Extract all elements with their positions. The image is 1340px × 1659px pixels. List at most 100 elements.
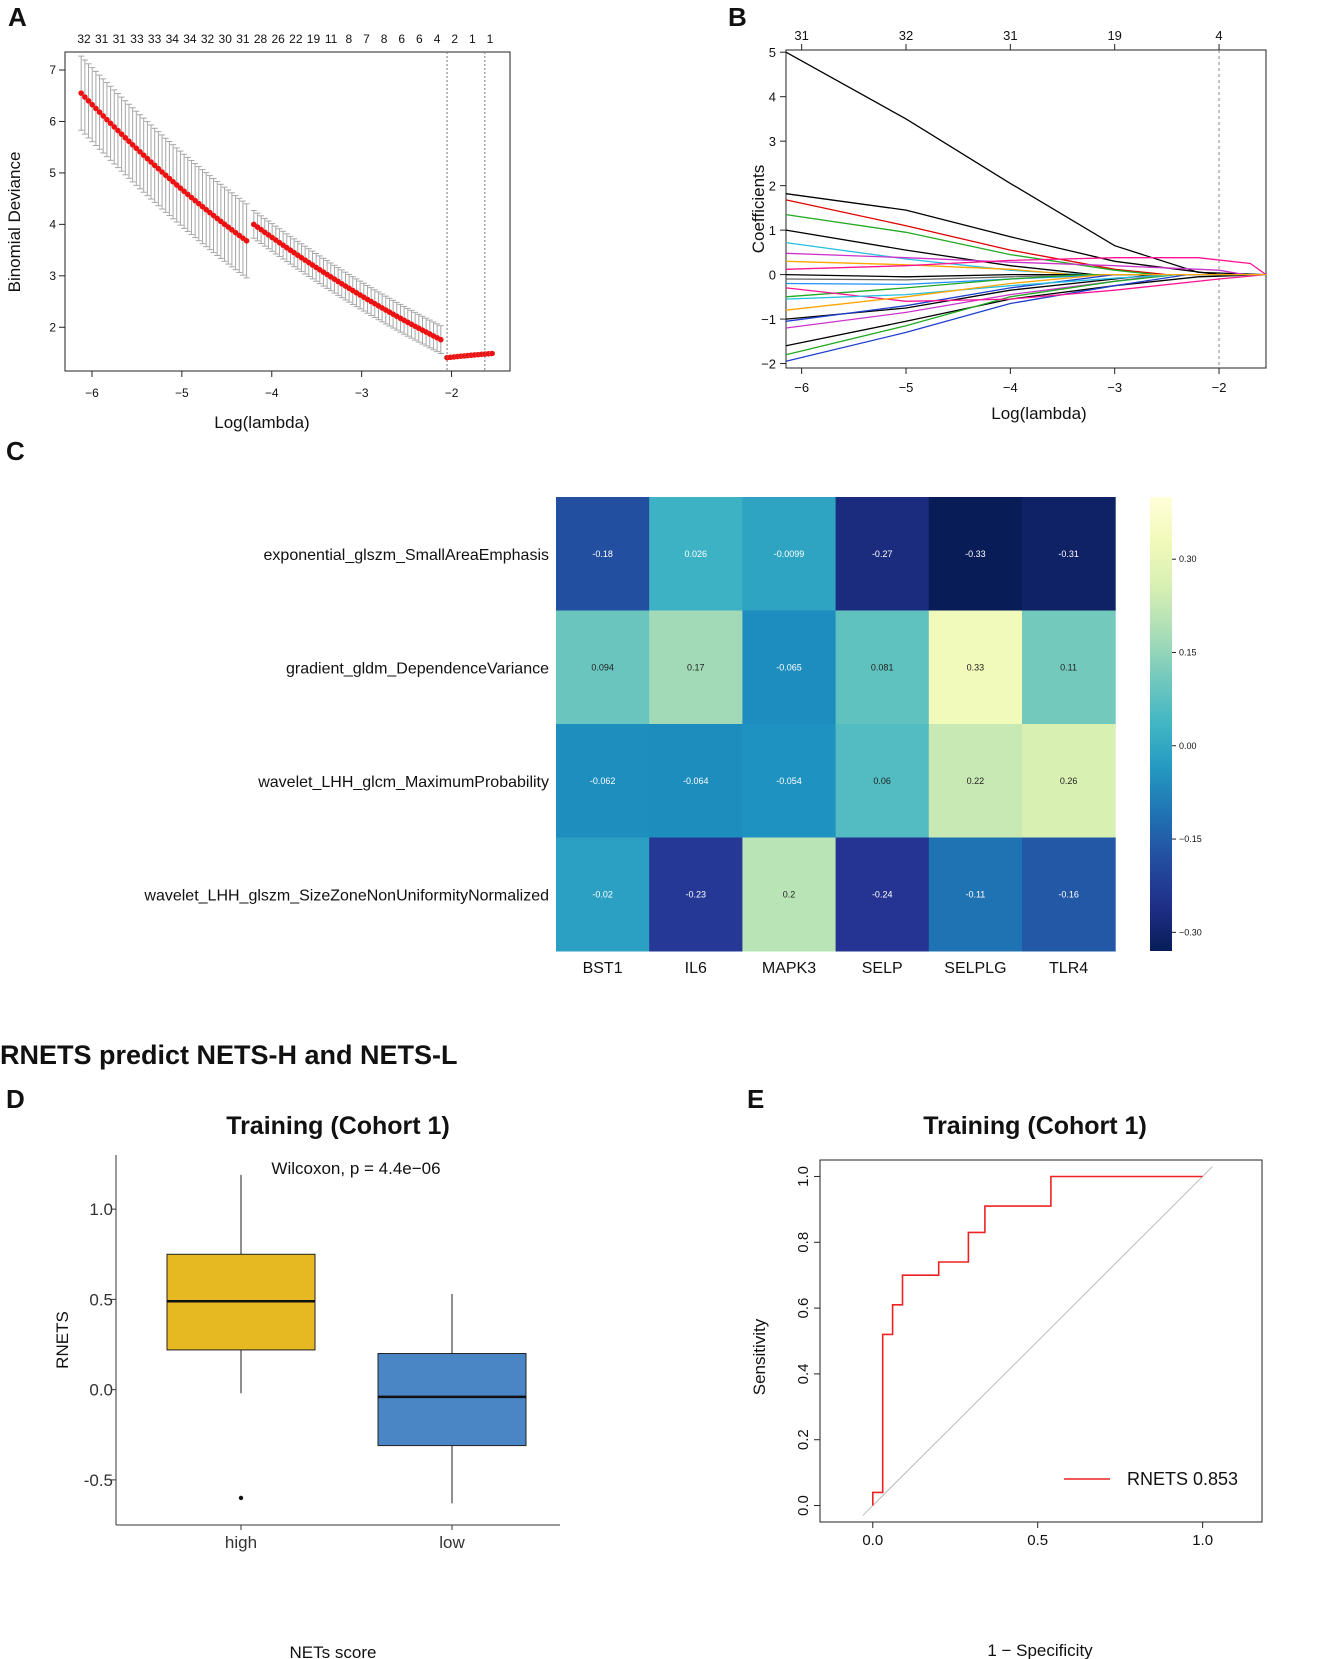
chart-d-layer: -0.5 0.0 0.5 1.0 high low [84, 1155, 560, 1552]
heatmap-cell-label: -0.062 [590, 776, 616, 786]
heatmap-col-label: IL6 [685, 960, 707, 977]
chart-b-coef-line [785, 273, 1266, 362]
chart-a-top-count: 11 [325, 32, 338, 46]
chart-a-point [184, 191, 191, 198]
chart-a-frame [64, 51, 511, 372]
chart-a-top-count: 30 [219, 32, 233, 46]
heatmap-cell-label: 0.2 [783, 889, 796, 899]
heatmap-cell [928, 610, 1023, 725]
heatmap-cell [556, 497, 650, 611]
panel-letter-b: B [728, 2, 747, 32]
chart-a-top-count: 32 [201, 32, 215, 46]
chart-e-xtick-label: 1.0 [1192, 1532, 1213, 1549]
chart-e-ytick-label: 0.6 [795, 1298, 812, 1319]
chart-d-xtick-label: high [225, 1533, 257, 1552]
chart-b-ytick-label: −1 [761, 312, 776, 327]
chart-a-point [170, 178, 176, 185]
chart-a-point [104, 116, 110, 123]
heatmap-cell [556, 724, 650, 838]
heatmap-cell-label: -0.27 [872, 549, 893, 559]
heatmap-col-label: SELP [862, 960, 903, 977]
chart-a-point [107, 120, 114, 127]
chart-a-point [437, 336, 444, 343]
heatmap-cell [1022, 837, 1116, 952]
chart-a-point [159, 169, 165, 175]
heatmap-cell-label: -0.33 [965, 549, 986, 559]
chart-a-point [192, 197, 198, 204]
heatmap-cell-label: 0.33 [967, 662, 985, 672]
chart-a-point [151, 162, 158, 169]
heatmap-cell-label: 0.026 [685, 549, 708, 559]
chart-a-top-count: 26 [271, 32, 285, 46]
chart-e-xlabel: 1 − Specificity [987, 1641, 1093, 1659]
chart-a-xtick-label: −4 [265, 386, 279, 400]
chart-a-point [155, 165, 162, 172]
chart-b-ylabel: Coefficients [749, 165, 768, 254]
roc-curve [872, 1175, 1203, 1506]
chart-a-point [173, 182, 180, 188]
chart-a-point [166, 175, 173, 182]
chart-a-point [144, 155, 151, 162]
section-title: RNETS predict NETS-H and NETS-L [0, 1040, 458, 1070]
colorbar-tick-label: 0.15 [1179, 647, 1197, 657]
chart-e-frame [819, 1159, 1263, 1523]
heatmap-cell [742, 610, 837, 725]
chart-a-ytick-label: 6 [49, 114, 56, 128]
heatmap-cell-label: 0.094 [591, 662, 614, 672]
chart-e-ylabel: Sensitivity [750, 1318, 769, 1395]
chart-a-top-count: 31 [113, 32, 127, 46]
chart-a-point [93, 105, 99, 112]
chart-a-point [89, 101, 96, 108]
heatmap-row-label: wavelet_LHH_glcm_MaximumProbability [257, 774, 549, 791]
chart-e-ytick-label: 0.0 [795, 1495, 812, 1516]
heatmap-cell-label: -0.02 [592, 889, 613, 899]
chart-b-frame [785, 49, 1267, 369]
heatmap-cell-label: -0.0099 [774, 549, 805, 559]
heatmap-cell-label: 0.26 [1060, 776, 1078, 786]
chart-b-xtick-label: −5 [899, 380, 914, 395]
chart-a-top-count: 34 [166, 32, 180, 46]
chart-e-xtick-label: 0.5 [1027, 1532, 1048, 1549]
chart-a-point [78, 90, 84, 96]
chart-e-ytick-label: 0.2 [795, 1429, 812, 1450]
chart-a-top-count: 7 [363, 32, 370, 46]
heatmap-col-label: MAPK3 [762, 960, 816, 977]
heatmap-cell-label: -0.054 [776, 776, 802, 786]
chart-b-ytick-label: 3 [769, 134, 776, 149]
heatmap-cell [835, 724, 930, 838]
chart-a-ytick-label: 2 [49, 320, 56, 334]
chart-b-coef-line [785, 273, 1267, 347]
chart-a-point [96, 109, 103, 115]
chart-e-title: Training (Cohort 1) [923, 1112, 1147, 1140]
chart-a-top-count: 6 [398, 32, 405, 46]
chart-a-point [140, 152, 147, 158]
heatmap-cell [649, 497, 743, 611]
heatmap-cell [742, 497, 837, 611]
chart-a-point [489, 350, 495, 357]
chart-a-top-count: 28 [254, 32, 268, 46]
chart-a-top-count: 33 [148, 32, 162, 46]
chart-b-coef-line [785, 213, 1266, 276]
heatmap-row-label: exponential_glszm_SmallAreaEmphasis [264, 547, 549, 564]
heatmap-cell [556, 837, 650, 952]
chart-e-diagonal [862, 1166, 1213, 1516]
heatmap-col-label: TLR4 [1049, 960, 1088, 977]
chart-a-top-count: 34 [183, 32, 197, 46]
chart-b-xtick-label: −2 [1212, 380, 1227, 395]
chart-a-top-count: 1 [469, 32, 476, 46]
heatmap-cell [835, 837, 930, 952]
chart-b-top-count: 19 [1107, 28, 1121, 43]
heatmap-cell-label: -0.31 [1058, 549, 1079, 559]
chart-e-ytick-label: 0.8 [795, 1232, 812, 1253]
chart-a-top-count: 6 [416, 32, 423, 46]
chart-b-coef-line [785, 257, 1267, 276]
chart-b: −6 −5 −4 −3 −2 31 32 31 19 4 −2 −1 0 1 2 3 4 5 Log(lambda… [749, 28, 1267, 423]
chart-e-legend-label: RNETS 0.853 [1127, 1469, 1238, 1489]
chart-a-point [118, 131, 125, 137]
chart-a-point [100, 113, 107, 119]
chart-e-ytick-label: 0.4 [795, 1363, 812, 1384]
heatmap-cell [1022, 724, 1116, 838]
chart-e-xtick-label: 0.0 [862, 1532, 883, 1549]
heatmap-cell [649, 610, 743, 725]
